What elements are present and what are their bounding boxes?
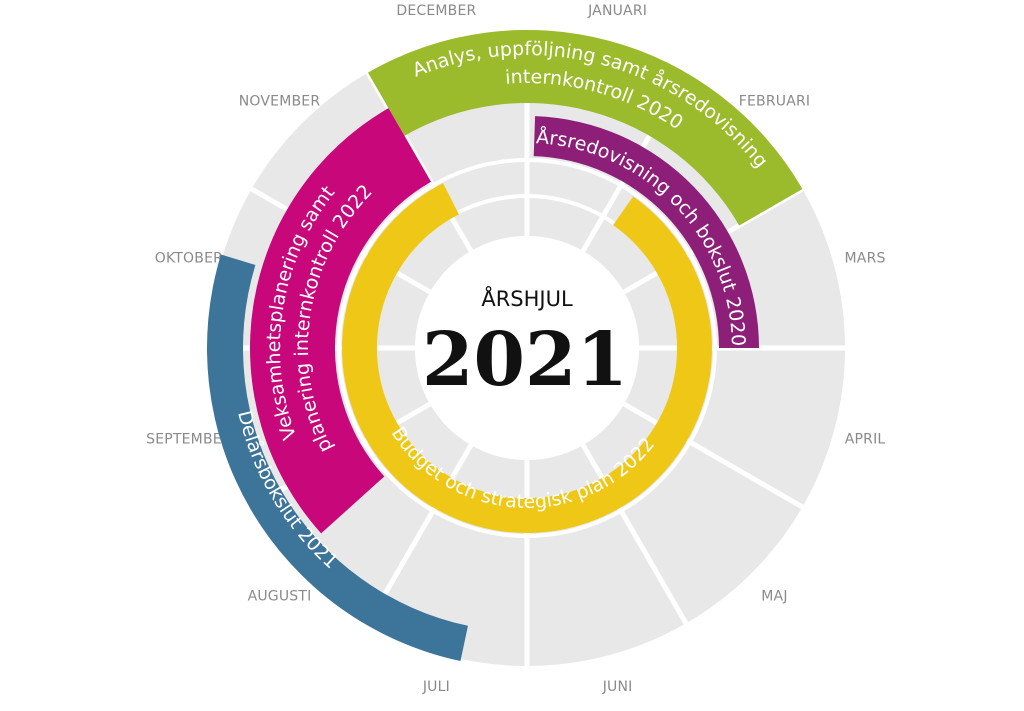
ring-separator-2 xyxy=(337,158,717,538)
month-label-2: FEBRUARI xyxy=(739,94,811,110)
month-label-12: DECEMBER xyxy=(396,3,476,19)
process-band-magenta xyxy=(249,108,431,534)
process-band-blue xyxy=(206,254,468,662)
process-band-green xyxy=(368,29,803,226)
month-label-4: APRIL xyxy=(845,432,886,448)
month-label-5: MAJ xyxy=(761,588,787,604)
month-label-9: SEPTEMBER xyxy=(146,432,232,448)
month-label-6: JUNI xyxy=(602,679,633,695)
month-separator-5 xyxy=(622,401,815,516)
month-labels: JANUARI FEBRUARI MARS APRIL MAJ JUNI JULI AUGUS… xyxy=(146,3,885,695)
month-label-11: NOVEMBER xyxy=(239,94,321,110)
month-separator-6 xyxy=(580,443,695,636)
month-label-10: OKTOBER xyxy=(155,250,223,266)
month-label-1: JANUARI xyxy=(587,3,647,19)
month-label-8: AUGUSTI xyxy=(248,588,312,604)
center-title: ÅRSHJUL xyxy=(481,285,573,311)
center-year: 2021 xyxy=(422,317,628,403)
center-disc xyxy=(415,236,639,460)
month-label-3: MARS xyxy=(845,250,886,266)
process-band-purple xyxy=(533,116,759,348)
month-label-7: JULI xyxy=(422,679,450,695)
